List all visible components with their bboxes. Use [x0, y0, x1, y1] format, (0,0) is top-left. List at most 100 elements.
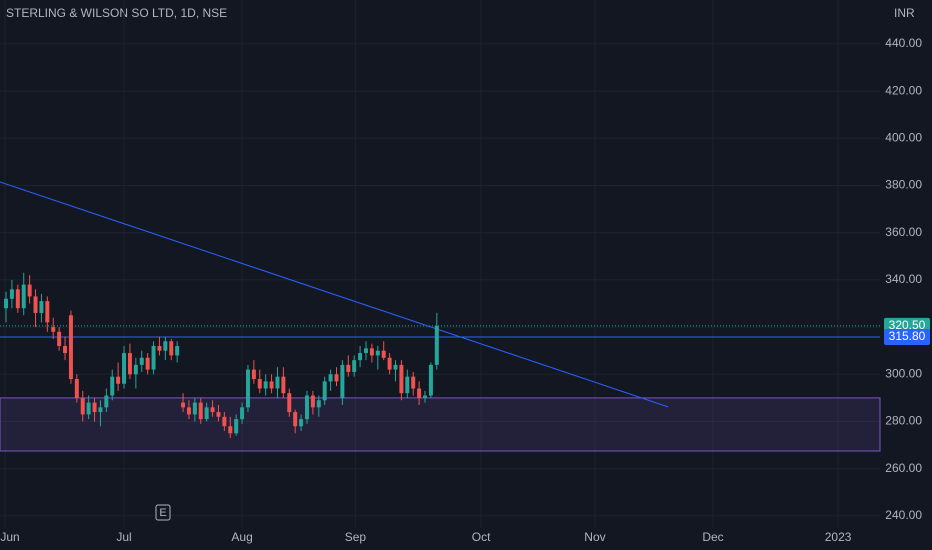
candle-body	[68, 315, 73, 380]
candle-body	[92, 402, 97, 413]
candle-body	[340, 364, 345, 398]
x-tick-label: 2023	[825, 530, 852, 544]
x-tick-label: Nov	[584, 530, 605, 544]
candle-body	[393, 364, 398, 370]
candle-body	[57, 331, 62, 346]
x-tick-label: Aug	[231, 530, 252, 544]
candle-body	[287, 393, 292, 413]
y-tick-label: 380.00	[885, 178, 922, 192]
candle-body	[80, 397, 85, 415]
x-tick-label: Jul	[116, 530, 131, 544]
candle-body	[257, 379, 262, 389]
candle-body	[104, 395, 109, 408]
candle-body	[381, 350, 386, 358]
candle-body	[216, 412, 221, 417]
x-tick-label: Oct	[472, 530, 491, 544]
candle-body	[263, 381, 268, 389]
candle-body	[251, 369, 256, 380]
candle-body	[322, 381, 327, 401]
candle-body	[423, 395, 428, 398]
candle-body	[98, 407, 103, 413]
candle-body	[151, 345, 156, 370]
candle-body	[346, 364, 351, 372]
candle-body	[133, 364, 138, 375]
candle-body	[186, 407, 191, 415]
candle-body	[45, 301, 50, 323]
y-tick-label: 300.00	[885, 366, 922, 380]
candle-body	[428, 364, 433, 396]
candle-body	[127, 353, 132, 375]
candle-body	[74, 379, 79, 398]
y-tick-label: 400.00	[885, 130, 922, 144]
x-tick-label: Sep	[345, 530, 367, 544]
candle-body	[110, 376, 115, 396]
candle-body	[139, 357, 144, 365]
last-price-tag-label: 320.50	[889, 318, 926, 332]
candle-body	[328, 374, 333, 382]
candle-body	[181, 402, 186, 408]
candle-body	[198, 402, 203, 420]
candle-body	[281, 376, 286, 394]
candle-body	[363, 348, 368, 354]
candle-body	[33, 296, 38, 313]
candle-body	[4, 298, 9, 309]
candle-body	[293, 412, 298, 427]
candle-body	[387, 357, 392, 370]
candle-body	[27, 284, 32, 297]
candle-body	[234, 419, 239, 434]
candle-body	[417, 388, 422, 398]
candle-body	[9, 289, 14, 299]
currency: INR	[894, 6, 915, 20]
candle-body	[375, 350, 380, 356]
candle-body	[116, 376, 121, 384]
candle-body	[163, 341, 168, 351]
candle-body	[304, 395, 309, 420]
level-tag	[884, 329, 930, 346]
candle-body	[434, 325, 439, 365]
candle-body	[299, 419, 304, 427]
y-tick-label: 260.00	[885, 461, 922, 475]
candle-body	[39, 301, 44, 313]
y-tick-label: 240.00	[885, 508, 922, 522]
candle-body	[310, 395, 315, 408]
event-marker	[155, 504, 171, 521]
y-tick-label: 280.00	[885, 414, 922, 428]
candle-body	[222, 416, 227, 427]
y-tick-label: 420.00	[885, 83, 922, 97]
candle-body	[358, 353, 363, 361]
candle-body	[86, 402, 91, 415]
candle-body	[411, 376, 416, 389]
event-label: E	[159, 507, 166, 519]
candle-body	[275, 376, 280, 389]
candle-body	[169, 341, 174, 356]
chart-title: STERLING & WILSON SO LTD, 1D, NSE	[6, 6, 227, 20]
candle-body	[175, 345, 180, 356]
candle-body	[228, 426, 233, 434]
candle-body	[122, 353, 127, 384]
candle-body	[405, 376, 410, 394]
candle-body	[21, 284, 26, 309]
candle-body	[15, 289, 20, 309]
candle-body	[245, 369, 250, 408]
candle-body	[240, 407, 245, 420]
candle-body	[269, 381, 274, 389]
candle-body	[192, 402, 197, 415]
candle-body	[352, 360, 357, 372]
candle-body	[145, 357, 150, 370]
x-tick-label: Dec	[702, 530, 723, 544]
candle-body	[157, 345, 162, 351]
candle-body	[399, 364, 404, 394]
y-tick-label: 340.00	[885, 272, 922, 286]
candle-body	[204, 407, 209, 420]
candle-body	[334, 374, 339, 382]
candle-body	[210, 407, 215, 413]
zone	[0, 397, 881, 452]
y-tick-label: 440.00	[885, 36, 922, 50]
x-tick-label: Jun	[0, 530, 19, 544]
trendline	[0, 181, 669, 408]
level-tag-label: 315.80	[889, 329, 926, 343]
candle-body	[369, 348, 374, 356]
